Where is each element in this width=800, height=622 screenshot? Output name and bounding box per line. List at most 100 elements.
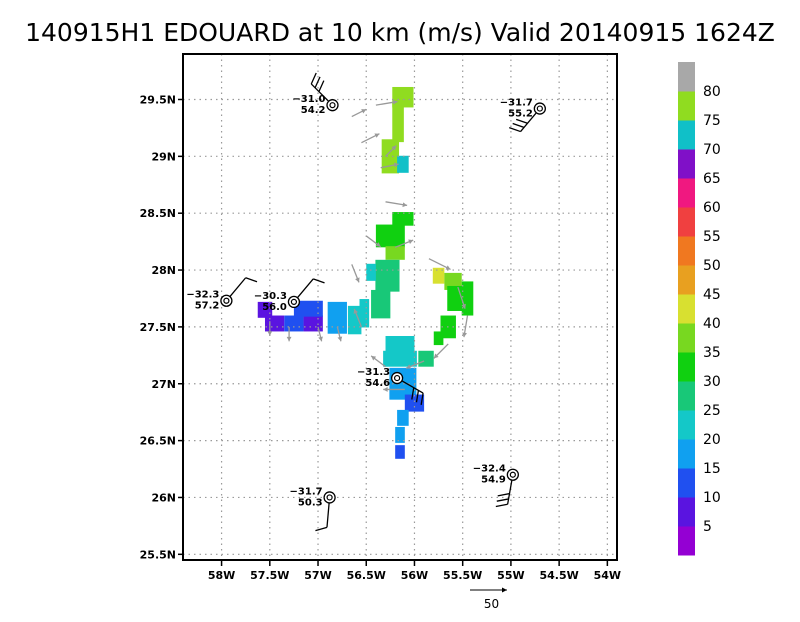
observation-temperature: −32.4 — [473, 464, 506, 475]
wind-barb-flag — [315, 526, 328, 532]
wind-vector — [457, 286, 466, 309]
y-tick-label: 28N — [151, 264, 176, 277]
colorbar-segment — [678, 323, 695, 353]
dropsonde-observations: −31.054.2−31.755.2−32.357.2−30.356.0−31.… — [186, 72, 546, 532]
heatmap-cell — [385, 335, 415, 352]
heatmap-cell — [397, 155, 409, 173]
y-tick-label: 27.5N — [140, 321, 176, 334]
wind-vector-head — [461, 303, 466, 309]
y-tick-label: 27N — [151, 378, 176, 391]
wind-vector — [317, 326, 323, 342]
heatmap-cell — [284, 315, 304, 332]
wind-vector — [336, 326, 343, 342]
heatmap-cell — [397, 409, 409, 426]
observation-temperature: −32.3 — [186, 290, 219, 301]
colorbar-segment — [678, 497, 695, 527]
wind-barb-flag — [497, 492, 510, 497]
colorbar-segment — [678, 149, 695, 179]
heatmap-cell — [293, 300, 323, 317]
wind-barb-staff — [297, 278, 314, 298]
observation-marker — [533, 102, 546, 115]
wind-barb-staff — [310, 83, 329, 102]
heatmap-cell — [347, 305, 362, 335]
wind-barb-staff — [520, 112, 537, 132]
colorbar-segment — [678, 294, 695, 324]
wind-vector-head — [361, 109, 367, 114]
wind-vector-head — [286, 336, 292, 342]
x-tick-label: 57.5W — [250, 569, 289, 582]
x-axis-ticks: 58W 57.5W 57W 56.5W 56W 55.5W 55W 54.5W 54W — [208, 560, 621, 582]
heatmap-cell — [404, 394, 425, 412]
heatmap-cell — [383, 350, 417, 367]
heatmap-cell — [432, 267, 445, 284]
observation-marker-inner — [290, 298, 298, 305]
colorbar-label: 40 — [703, 316, 721, 332]
wind-vector — [433, 343, 449, 359]
wind-vector-head — [393, 162, 399, 168]
wind-barb-staff — [229, 277, 247, 297]
observation-marker-inner — [509, 471, 516, 478]
wind-barb-flag — [312, 278, 325, 284]
observation-marker-inner — [536, 105, 543, 112]
colorbar-label: 45 — [703, 287, 721, 303]
colorbar-segment — [678, 178, 695, 208]
wind-vector-head — [391, 145, 397, 151]
wind-vector — [385, 201, 408, 208]
reference-vector: 50 — [470, 587, 507, 611]
wind-vector-head — [433, 353, 439, 359]
observation-marker — [323, 491, 336, 504]
colorbar-segment — [678, 352, 695, 382]
wind-vector — [405, 360, 425, 369]
observation-temperature: −31.7 — [500, 98, 533, 109]
reference-vector-head — [502, 587, 507, 593]
colorbar-label: 30 — [703, 374, 721, 390]
x-tick-label: 55W — [497, 569, 524, 582]
heatmap-cell — [375, 224, 405, 248]
observation: −31.755.2 — [500, 98, 546, 133]
colorbar-segment — [678, 526, 695, 556]
heatmap-cell — [371, 289, 391, 319]
wind-barb-flag — [245, 277, 258, 283]
wind-barb-flag — [512, 122, 525, 129]
observation-temperature: −31.7 — [290, 486, 323, 497]
heatmap-cell — [395, 445, 405, 459]
wind-vector — [353, 308, 363, 328]
wind-vector-head — [337, 336, 343, 342]
heatmap-cell — [392, 102, 404, 143]
colorbar-label: 5 — [703, 519, 712, 535]
colorbar-segment — [678, 410, 695, 440]
colorbar-segment — [678, 381, 695, 411]
x-tick-label: 57W — [304, 569, 331, 582]
colorbar-label: 15 — [703, 461, 721, 477]
observation-pressure: 54.9 — [481, 475, 506, 486]
heatmap-cell — [433, 331, 444, 346]
y-tick-label: 26.5N — [140, 435, 176, 448]
y-tick-label: 26N — [151, 491, 176, 504]
observation-pressure: 57.2 — [195, 301, 220, 312]
observation: −31.054.2 — [292, 72, 339, 116]
heatmap-cell — [375, 259, 400, 292]
observation-temperature: −30.3 — [254, 291, 287, 302]
observation-marker — [220, 294, 233, 307]
x-tick-label: 54W — [594, 569, 621, 582]
wind-barb-flag — [509, 126, 521, 133]
wind-vector-head — [402, 202, 408, 208]
x-tick-label: 56W — [401, 569, 428, 582]
wind-vector-head — [371, 355, 377, 361]
observation: −31.354.6 — [357, 367, 424, 406]
y-tick-label: 25.5N — [140, 548, 176, 561]
wind-barb-flag — [318, 80, 325, 92]
wind-vector — [428, 258, 451, 271]
wind-barb-flag — [496, 498, 509, 502]
observation-marker — [326, 99, 339, 112]
wind-vector — [361, 133, 380, 144]
wind-vector-head — [462, 332, 467, 338]
wind-vector — [267, 321, 273, 336]
colorbar-label: 80 — [703, 84, 721, 100]
colorbar-label: 10 — [703, 490, 721, 506]
observation: −32.357.2 — [186, 277, 258, 312]
x-tick-label: 56.5W — [347, 569, 386, 582]
wind-vector-head — [375, 242, 381, 247]
